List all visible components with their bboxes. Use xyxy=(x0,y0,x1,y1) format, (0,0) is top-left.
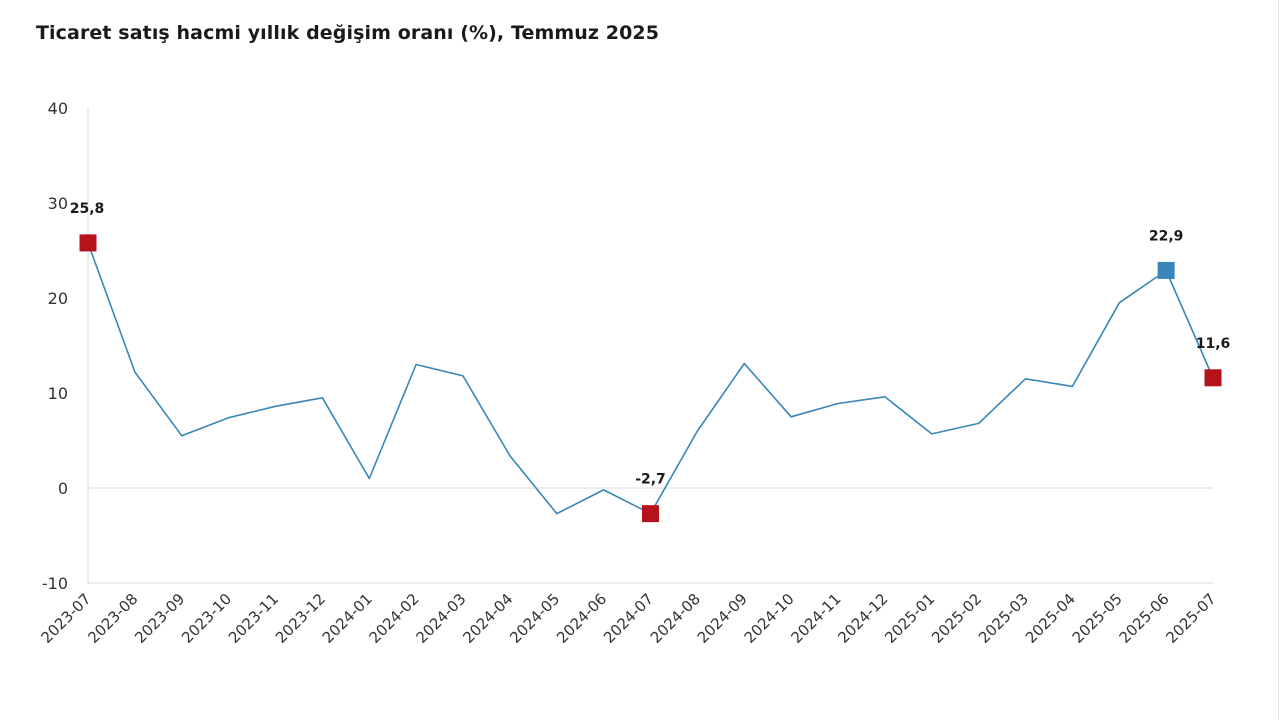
x-tick-label: 2023-10 xyxy=(178,590,235,647)
data-point-marker xyxy=(79,234,97,252)
x-tick-label: 2025-02 xyxy=(928,590,985,647)
x-tick-label: 2024-03 xyxy=(412,590,469,647)
data-point-marker xyxy=(1204,369,1222,387)
y-tick-label: 10 xyxy=(48,384,68,403)
x-tick-label: 2025-06 xyxy=(1116,590,1173,647)
x-tick-label: 2025-01 xyxy=(881,590,938,647)
x-tick-label: 2024-11 xyxy=(787,590,844,647)
x-tick-label: 2024-02 xyxy=(366,590,423,647)
y-tick-label: -10 xyxy=(42,574,68,593)
x-tick-label: 2024-07 xyxy=(600,590,657,647)
data-label: 25,8 xyxy=(70,201,105,217)
x-tick-label: 2025-07 xyxy=(1162,590,1219,647)
data-point-marker xyxy=(642,505,659,523)
x-tick-label: 2024-05 xyxy=(506,590,563,647)
data-label: 11,6 xyxy=(1196,336,1231,352)
y-tick-label: 30 xyxy=(48,194,68,213)
x-tick-label: 2024-09 xyxy=(694,590,751,647)
y-tick-label: 40 xyxy=(48,99,68,118)
x-tick-label: 2025-04 xyxy=(1022,590,1079,647)
y-tick-label: 0 xyxy=(58,479,68,498)
x-tick-label: 2023-11 xyxy=(225,590,282,647)
chart-title: Ticaret satış hacmi yıllık değişim oranı… xyxy=(36,22,660,44)
x-tick-label: 2024-10 xyxy=(741,590,798,647)
x-tick-label: 2024-08 xyxy=(647,590,704,647)
x-tick-label: 2023-07 xyxy=(37,590,94,647)
data-point-marker xyxy=(1157,261,1175,279)
x-tick-label: 2025-05 xyxy=(1069,590,1126,647)
y-tick-label: 20 xyxy=(48,289,68,308)
x-tick-label: 2024-12 xyxy=(834,590,891,647)
x-tick-label: 2023-09 xyxy=(131,590,188,647)
data-label: -2,7 xyxy=(635,472,666,488)
x-tick-label: 2024-06 xyxy=(553,590,610,647)
x-tick-label: 2023-08 xyxy=(84,590,141,647)
frame-edge xyxy=(1278,0,1279,720)
data-label: 22,9 xyxy=(1149,228,1184,244)
x-tick-label: 2024-01 xyxy=(319,590,376,647)
x-tick-label: 2025-03 xyxy=(975,590,1032,647)
x-tick-label: 2023-12 xyxy=(272,590,329,647)
x-tick-label: 2024-04 xyxy=(459,590,516,647)
